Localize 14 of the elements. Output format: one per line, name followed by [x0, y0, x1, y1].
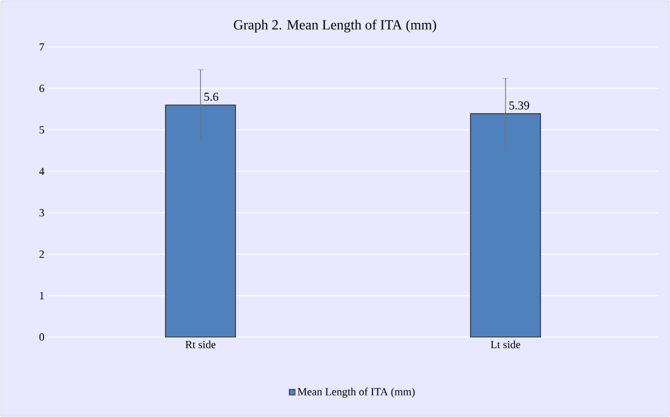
y-tick-label: 6: [39, 84, 44, 92]
y-tick-label: 5: [40, 126, 44, 134]
x-tick-label: Lt side: [490, 340, 520, 348]
y-tick-label: 2: [39, 250, 44, 258]
x-tick-label: Rt side: [185, 340, 216, 348]
y-tick-label: 7: [40, 43, 44, 51]
chart-title: Graph 2. Mean Length of ITA (mm): [234, 20, 436, 32]
legend-label: Mean Length of ITA (mm): [298, 388, 415, 398]
data-label: 5.39: [509, 101, 530, 110]
data-label: 5.6: [204, 92, 218, 101]
y-tick-label: 0: [39, 333, 44, 341]
y-tick-label: 1: [40, 292, 44, 300]
y-tick-label: 3: [40, 209, 44, 216]
y-tick-label: 4: [39, 168, 44, 175]
